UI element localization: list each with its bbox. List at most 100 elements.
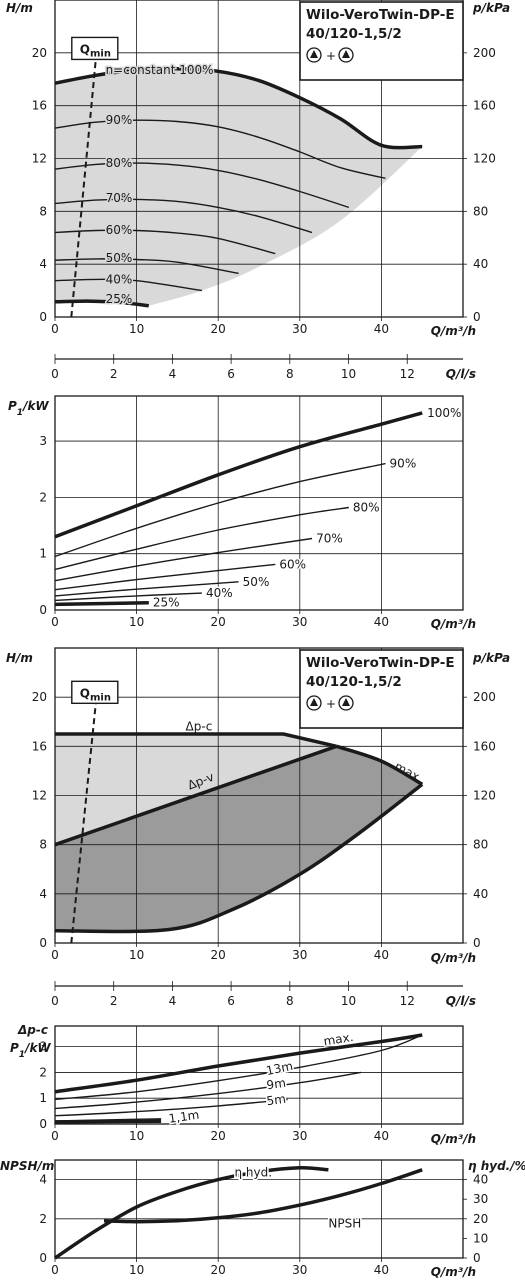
hq-dp-title-line2: 40/120-1,5/2	[306, 674, 402, 690]
power_dp-series-9m	[54, 1071, 362, 1110]
npsh-y-axis-label: NPSH/m	[0, 1159, 54, 1173]
npsh-xtick-label: 0	[51, 1263, 59, 1277]
npsh-ytick-right-label: 30	[473, 1192, 488, 1206]
hq-curve-label: 25%	[106, 292, 133, 306]
power-xtick-label: 0	[51, 615, 59, 629]
hq-title-line2: 40/120-1,5/2	[306, 26, 402, 42]
npsh-x-axis-label: Q/m³/h	[431, 1265, 476, 1279]
npsh-ytick-label: 0	[39, 1251, 47, 1265]
power-xtick-label: 20	[211, 615, 226, 629]
power-curve-label: 70%	[316, 531, 343, 545]
npsh-y-right-axis-label: η hyd./%	[468, 1159, 525, 1173]
power_dp-ytick-label: 0	[39, 1117, 47, 1131]
power_dp-xtick-label: 20	[211, 1129, 226, 1143]
hq_dp-ytick-label: 20	[32, 690, 47, 704]
power-curve-label: 50%	[243, 575, 270, 589]
npsh-series-npsh	[103, 1168, 423, 1224]
npsh-xtick-label: 40	[374, 1263, 389, 1277]
hq-series-25	[54, 299, 150, 308]
hq-ytick-label: 16	[32, 99, 47, 113]
hq-series-n-constant-100	[54, 66, 423, 150]
power-xtick-label: 40	[374, 615, 389, 629]
hq_dp-ytick-label: 12	[32, 789, 47, 803]
hq-series-90	[54, 119, 386, 179]
hq-title-line1: Wilo-VeroTwin-DP-E	[306, 7, 455, 23]
power-curve-label: 25%	[153, 596, 180, 610]
power-series-50	[54, 581, 239, 597]
power-curve-label: 80%	[353, 501, 380, 515]
hq-y-axis-label: H/m	[6, 1, 33, 15]
power-dp-curve-label: max.	[323, 1030, 355, 1049]
hq-ytick-label: 12	[32, 152, 47, 166]
hq_dp-xtick-label: 30	[292, 948, 307, 962]
flow_ls_axis-xtick-label: 2	[110, 367, 118, 381]
hq_dp-ytick-right-label: 200	[473, 690, 496, 704]
hq_dp-ytick-right-label: 40	[473, 887, 488, 901]
flow_ls_axis_2-xtick-label: 2	[110, 994, 118, 1008]
npsh-curve-label: η hyd.	[235, 1166, 273, 1180]
flow_ls_axis-xtick-label: 4	[169, 367, 177, 381]
hq-qmin-box	[71, 36, 119, 61]
hq-ytick-right-label: 40	[473, 257, 488, 271]
power-dp-y-axis-label: P1/kW	[10, 1041, 51, 1060]
power-xtick-label: 10	[129, 615, 144, 629]
flow_ls_axis-xtick-label: 8	[286, 367, 294, 381]
hq-curve-label: 40%	[106, 272, 133, 286]
hq_dp-qmin-line	[70, 703, 97, 944]
hq-chart: n=constant 100%90%80%70%60%50%40%25%Qmin…	[6, 0, 510, 338]
hq-operating-area	[55, 68, 423, 306]
hq_dp-ytick-label: 16	[32, 739, 47, 753]
hq_dp-xtick-label: 10	[129, 948, 144, 962]
hq-dp-max-curve	[335, 744, 424, 786]
npsh-ytick-label: 2	[39, 1212, 47, 1226]
power-series-40	[54, 592, 202, 602]
hq-pump-triangle-icon	[310, 50, 318, 58]
hq-dp-var-area	[55, 746, 423, 932]
hq-dp-y-right-axis-label: p/kPa	[472, 651, 510, 665]
power_dp-ytick-label: 1	[39, 1091, 47, 1105]
power-series-25	[54, 600, 149, 607]
power_dp-xtick-label: 0	[51, 1129, 59, 1143]
power-curve-label: 40%	[206, 586, 233, 600]
power_dp-xtick-label: 40	[374, 1129, 389, 1143]
hq-dp-const-area	[55, 734, 337, 845]
hq_dp-ytick-label: 4	[39, 887, 47, 901]
flow_ls_axis-xtick-label: 12	[400, 367, 415, 381]
npsh-xtick-label: 20	[211, 1263, 226, 1277]
power_dp-ytick-label: 2	[39, 1065, 47, 1079]
power-dp-y-axis-label-top: Δp-c	[17, 1023, 48, 1037]
power-curve-label: 60%	[279, 557, 306, 571]
hq-dp-v-line	[54, 744, 338, 847]
hq-ytick-right-label: 120	[473, 152, 496, 166]
power-series-90	[54, 462, 386, 558]
hq-dp-pump-triangle-icon	[310, 698, 318, 706]
hq-dp-title-line1: Wilo-VeroTwin-DP-E	[306, 655, 455, 671]
power_dp-xtick-label: 10	[129, 1129, 144, 1143]
power-ytick-label: 2	[39, 490, 47, 504]
hq-dp-c-line	[55, 732, 337, 749]
hq_dp-ytick-right-label: 80	[473, 838, 488, 852]
hq-ytick-right-label: 0	[473, 310, 481, 324]
hq-x-axis-label: Q/m³/h	[431, 324, 476, 338]
hq-dp-curve-label: Δp-c	[186, 720, 213, 734]
flow_ls_axis_2-x-axis-label: Q/l/s	[446, 994, 476, 1008]
hq-ytick-right-label: 160	[473, 99, 496, 113]
hq-dp-lower-boundary	[54, 783, 424, 934]
hq-series-60	[54, 229, 276, 255]
flow_ls_axis: 0 2 4 6 8 10 12 Q/l/s	[51, 354, 476, 381]
power_dp-series-unnamed	[54, 1119, 162, 1124]
power-dp-curve-label: 13m	[265, 1059, 294, 1078]
hq-dp-title-plus: +	[326, 697, 336, 711]
hq-series-70	[54, 198, 313, 234]
hq_dp-ytick-label: 0	[39, 936, 47, 950]
power-dp-curve-label: 9m	[266, 1076, 287, 1093]
power-series-80	[54, 506, 349, 571]
hq-xtick-label: 30	[292, 322, 307, 336]
flow_ls_axis_2-xtick-label: 6	[227, 994, 235, 1008]
hq-ytick-label: 20	[32, 46, 47, 60]
flow_ls_axis_2-xtick-label: 12	[400, 994, 415, 1008]
power-series-70	[54, 537, 313, 582]
